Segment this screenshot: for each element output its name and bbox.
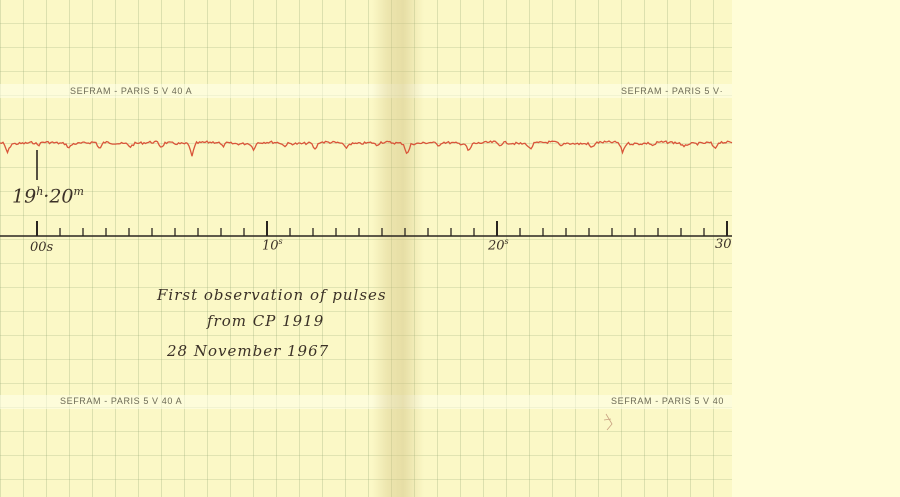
time-mark: 19h·20m: [12, 185, 84, 207]
time-separator: ·: [43, 185, 50, 208]
time-m-unit: m: [73, 185, 84, 198]
paper-band: [0, 395, 732, 409]
timeline-label-10: 10s: [262, 237, 283, 253]
header-print-right: SEFRAM - PARIS 5 V·: [621, 86, 724, 96]
note-line-3: 28 November 1967: [167, 342, 330, 360]
label-value: 00: [30, 240, 47, 255]
footer-print-right: SEFRAM - PARIS 5 V 40: [611, 396, 724, 406]
timeline-ticks: [36, 221, 728, 236]
paper-fold: [372, 0, 424, 497]
timeline-label-30: 30: [715, 237, 732, 252]
timeline-label-20: 20s: [488, 237, 509, 253]
label-unit: s: [278, 237, 283, 246]
time-h-unit: h: [36, 185, 44, 198]
blank-margin: [732, 0, 900, 497]
paper-band: [0, 84, 732, 98]
graph-paper: [0, 0, 732, 497]
note-line-2: from CP 1919: [207, 312, 325, 330]
label-unit: s: [46, 240, 54, 255]
label-value: 10: [262, 238, 279, 254]
time-minutes: 20: [49, 185, 74, 208]
label-unit: s: [504, 237, 509, 246]
label-value: 30: [715, 237, 732, 252]
note-line-1: First observation of pulses: [157, 286, 387, 304]
timeline-label-0: 00s: [30, 240, 53, 255]
pencil-mark: [603, 413, 613, 431]
footer-print-left: SEFRAM - PARIS 5 V 40 A: [60, 396, 183, 406]
time-hours: 19: [12, 185, 37, 208]
pen-trace: [0, 140, 733, 157]
label-value: 20: [488, 238, 505, 254]
header-print-left: SEFRAM - PARIS 5 V 40 A: [70, 86, 193, 96]
